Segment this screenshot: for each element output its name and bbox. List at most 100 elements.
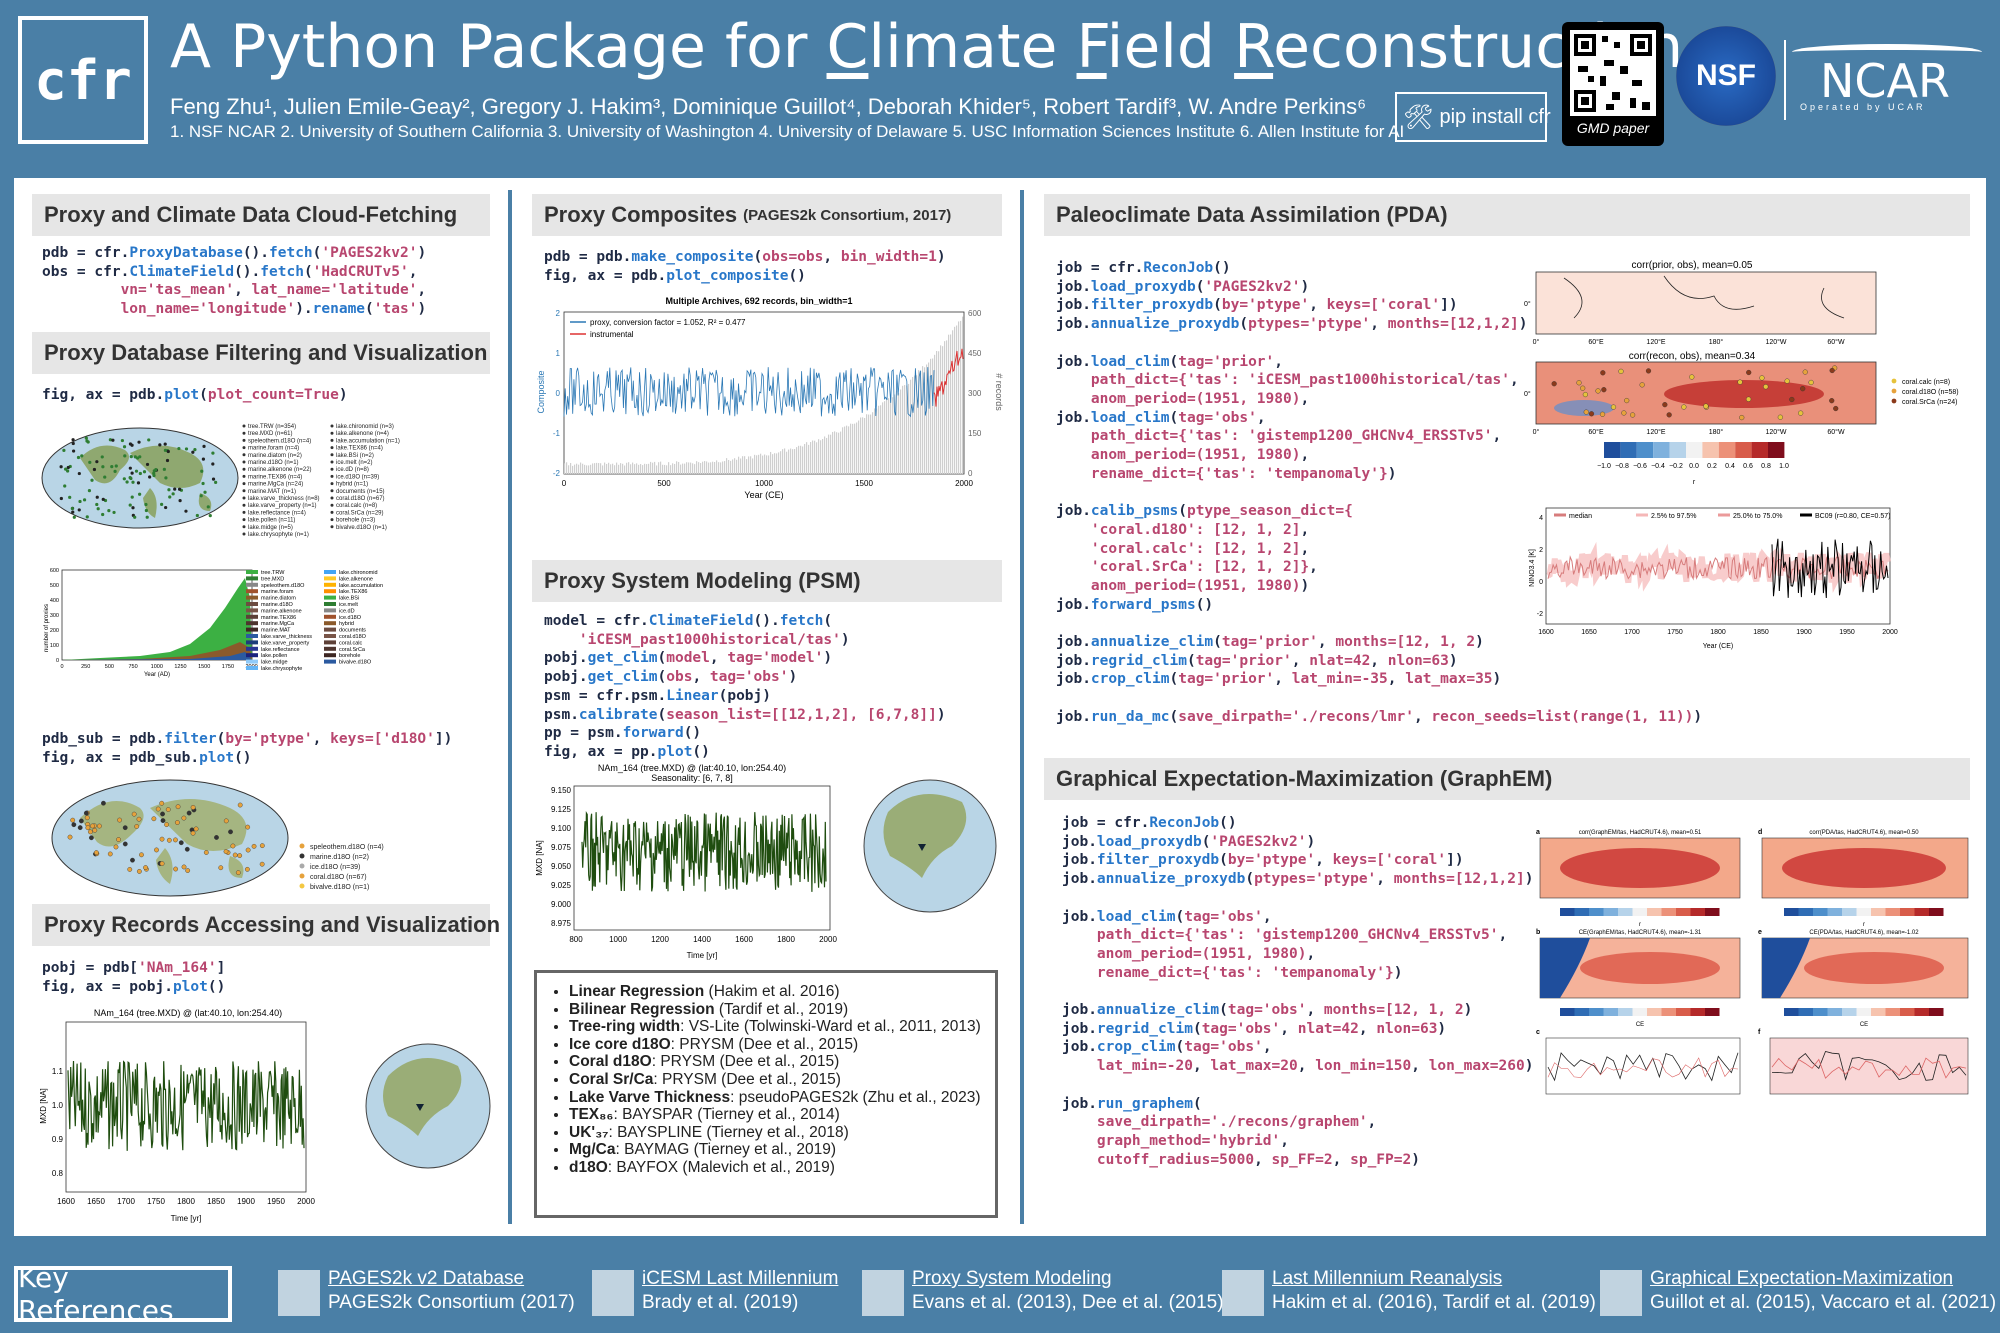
psm-globe-land xyxy=(883,794,967,878)
composite-record-bar xyxy=(880,405,882,474)
psm-model-ref: : BAYSPLINE (Tierney et al., 2018) xyxy=(608,1123,849,1141)
ncar-logo-text: NCAR xyxy=(1820,54,1950,108)
pda-map2-coldspot xyxy=(1554,400,1614,416)
pda-map-x-tick: 180° xyxy=(1709,428,1724,436)
gem-b-cold xyxy=(1540,938,1590,998)
pda-proxy-marker xyxy=(1582,391,1588,398)
area-chart-green xyxy=(62,578,252,660)
composite-record-bar xyxy=(648,463,650,474)
legend-label: tree.TRW (n=354) xyxy=(248,424,296,430)
psm-model-ref: : BAYMAG (Tierney et al., 2019) xyxy=(615,1141,837,1159)
psm-model-item: Coral Sr/Ca: PRYSM (Dee et al., 2015) xyxy=(569,1071,981,1089)
pda-map1 xyxy=(1535,271,1877,335)
cfr-logo: cfr xyxy=(18,16,148,144)
composite-record-bar xyxy=(838,432,840,474)
ref-title[interactable]: PAGES2k v2 Database xyxy=(328,1268,525,1289)
map-proxy-marker xyxy=(166,449,170,454)
legend-marker xyxy=(242,503,246,507)
map-proxy-marker xyxy=(223,818,229,824)
composite-record-bar xyxy=(806,442,808,474)
composite-record-bar xyxy=(658,462,660,474)
map-proxy-marker xyxy=(113,469,117,473)
gem-letter-e: e xyxy=(1758,929,1762,936)
legend-label: ice.d18O (n=39) xyxy=(310,864,360,871)
map-proxy-marker xyxy=(125,480,129,484)
ref-citation: Evans et al. (2013), Dee et al. (2015) xyxy=(912,1292,1224,1313)
composite-record-bar xyxy=(928,362,930,474)
gem-cbar-segment xyxy=(1661,1008,1676,1016)
qr-label: GMD paper xyxy=(1576,120,1650,136)
area-legend-label: lake.varve_thickness xyxy=(261,634,312,640)
legend-marker xyxy=(299,853,305,859)
pda-cbar-tick: −0.4 xyxy=(1651,463,1665,470)
ref-title[interactable]: Graphical Expectation-Maximization xyxy=(1650,1268,1954,1289)
gmd-paper-qr[interactable]: GMD paper xyxy=(1562,22,1664,146)
map-proxy-marker xyxy=(228,829,233,835)
composite-record-bar xyxy=(772,454,774,474)
composite-record-bar xyxy=(666,465,668,474)
composite-record-bar xyxy=(856,422,858,474)
gem-letter-c: c xyxy=(1536,1029,1540,1036)
pda-proxy-marker xyxy=(1763,384,1769,390)
map-proxy-marker xyxy=(190,830,196,836)
ref-title[interactable]: Proxy System Modeling xyxy=(912,1268,1112,1289)
map-proxy-marker xyxy=(230,843,236,849)
area-chart-ylabel: number of proxies xyxy=(44,604,50,652)
section-title-records: Proxy Records Accessing and Visualizatio… xyxy=(32,904,500,946)
gem-cbar-segment xyxy=(1574,1008,1589,1016)
qr-code-icon xyxy=(1222,1270,1264,1316)
map-proxy-marker xyxy=(129,455,133,459)
map-proxy-marker xyxy=(244,866,250,872)
gem-letter-b: b xyxy=(1536,929,1540,936)
ref-title[interactable]: Last Millennium Reanalysis xyxy=(1272,1268,1503,1289)
composite-record-bar xyxy=(898,393,900,474)
psm-ylabel: MXD [NA] xyxy=(535,840,544,876)
gem-cbar-segment xyxy=(1856,908,1871,916)
record-title: NAm_164 (tree.MXD) @ (lat:40.10, lon:254… xyxy=(94,1008,282,1018)
area-legend-swatch xyxy=(324,589,336,594)
composite-record-bar xyxy=(604,462,606,474)
composite-record-bar xyxy=(816,442,818,474)
composite-record-bar xyxy=(754,454,756,474)
legend-marker xyxy=(330,510,334,514)
composite-record-bar xyxy=(576,463,578,474)
map-proxy-marker xyxy=(103,475,107,479)
map-proxy-marker xyxy=(138,471,142,476)
map-proxy-marker xyxy=(71,510,75,514)
pda-cbar-tick: 0.6 xyxy=(1743,463,1753,470)
composite-record-bar xyxy=(706,461,708,474)
composite-record-bar xyxy=(924,367,926,474)
composite-record-bar xyxy=(886,399,888,474)
gem-c-series-2 xyxy=(1547,1057,1739,1078)
map-proxy-marker xyxy=(92,467,97,472)
area-legend-label: lake.TEX86 xyxy=(339,589,367,595)
area-legend-swatch xyxy=(324,634,336,638)
area-y-tick: 500 xyxy=(50,583,59,589)
map-proxy-marker xyxy=(78,818,84,824)
record-x-tick: 1800 xyxy=(177,1197,195,1206)
map-proxy-marker xyxy=(148,475,152,479)
map-proxy-marker xyxy=(159,836,165,842)
composite-y2-tick: 600 xyxy=(968,309,982,318)
map-proxy-marker xyxy=(201,481,205,486)
composite-record-bar xyxy=(586,465,588,474)
gem-cbar-segment xyxy=(1784,908,1799,916)
pda-ts-x-tick: 1950 xyxy=(1839,629,1855,636)
map-proxy-marker xyxy=(181,864,187,870)
area-legend-label: tree.TRW xyxy=(261,570,285,576)
map-proxy-marker xyxy=(154,847,159,853)
composite-record-bar xyxy=(720,462,722,474)
map-proxy-marker xyxy=(147,438,151,442)
psm-model-ref: : BAYSPAR (Tierney et al., 2014) xyxy=(613,1106,840,1124)
composite-record-bar xyxy=(804,443,806,474)
psm-xlabel: Time [yr] xyxy=(687,951,718,960)
record-x-tick: 1600 xyxy=(57,1197,75,1206)
composite-record-bar xyxy=(956,325,958,474)
legend-label: coral.SrCa (n=29) xyxy=(336,510,384,516)
legend-marker xyxy=(299,873,305,879)
map-proxy-marker xyxy=(160,502,164,506)
legend-marker xyxy=(242,532,246,536)
graphem-figures: a corr(GraphEM/tas, HadCRUT4.6), mean=0.… xyxy=(1530,826,1976,1226)
ref-title[interactable]: iCESM Last Millennium xyxy=(642,1268,839,1289)
map-proxy-marker xyxy=(131,811,137,817)
